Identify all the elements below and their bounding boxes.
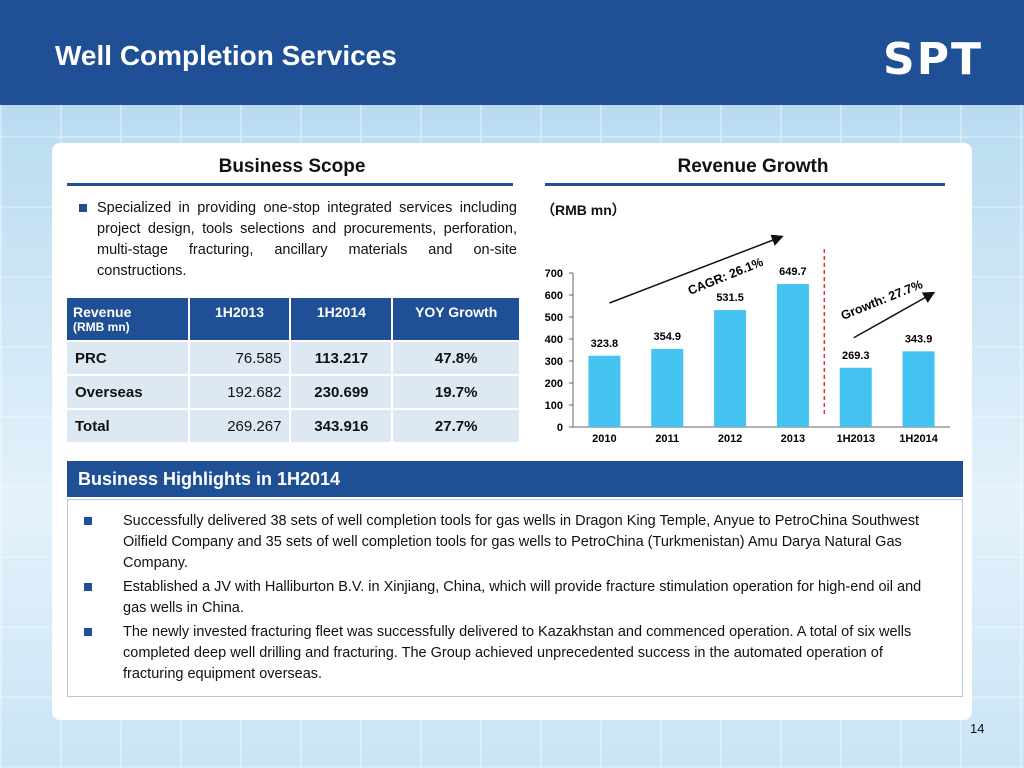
bar: [588, 355, 621, 427]
y-tick-label: 300: [545, 356, 563, 368]
cell-1h2014: 230.699: [291, 376, 394, 408]
cell-1h2013: 76.585: [189, 342, 292, 374]
cell-1h2014: 113.217: [291, 342, 394, 374]
highlight-item: Established a JV with Halliburton B.V. i…: [123, 579, 922, 616]
cell-yoy: 27.7%: [393, 410, 519, 442]
bar-value-label: 649.7: [779, 266, 807, 278]
x-tick-label: 2012: [718, 433, 742, 445]
business-scope-rule: [67, 183, 513, 186]
y-tick-label: 700: [545, 268, 563, 280]
table-row: Total 269.267 343.916 27.7%: [67, 410, 519, 442]
page-number: 14: [970, 721, 985, 736]
table-header-1h2013: 1H2013: [189, 298, 292, 340]
y-tick-label: 500: [545, 312, 563, 324]
revenue-growth-title: Revenue Growth: [677, 156, 829, 177]
highlights-box: [67, 499, 963, 697]
spt-logo: SPT: [883, 34, 983, 85]
bar-value-label: 343.9: [905, 333, 933, 345]
row-label: Overseas: [67, 376, 190, 408]
bar: [839, 367, 872, 427]
table-row: PRC 76.585 113.217 47.8%: [67, 342, 519, 374]
cell-yoy: 47.8%: [393, 342, 519, 374]
y-tick-label: 200: [545, 378, 563, 390]
cell-yoy: 19.7%: [393, 376, 519, 408]
table-row: Overseas 192.682 230.699 19.7%: [67, 376, 519, 408]
highlights-title: Business Highlights in 1H2014: [78, 469, 341, 489]
x-tick-label: 1H2014: [899, 433, 938, 445]
chart-unit-label: （RMB mn）: [541, 202, 626, 218]
y-tick-label: 600: [545, 290, 563, 302]
bar: [651, 348, 684, 427]
y-tick-label: 400: [545, 334, 563, 346]
growth-label: Growth: 27.7%: [839, 277, 925, 323]
cagr-arrow: [609, 235, 784, 304]
bar: [776, 284, 809, 427]
table-header-revenue: Revenue (RMB mn): [67, 298, 190, 340]
cell-1h2013: 192.682: [189, 376, 292, 408]
cell-1h2014: 343.916: [291, 410, 394, 442]
revenue-table: Revenue (RMB mn) 1H2013 1H2014 YOY Growt…: [67, 296, 519, 444]
y-tick-label: 100: [545, 400, 563, 412]
bar-value-label: 269.3: [842, 350, 870, 362]
bar-value-label: 354.9: [653, 331, 681, 343]
table-header-yoy: YOY Growth: [393, 298, 519, 340]
x-tick-label: 2011: [655, 433, 679, 445]
bullet-icon: [84, 517, 92, 525]
bullet-icon: [79, 204, 87, 212]
business-scope-title: Business Scope: [218, 156, 366, 177]
header-bar: Well Completion Services SPT: [0, 0, 1024, 105]
x-tick-label: 2013: [781, 433, 805, 445]
revenue-bar-chart: 0 100 200 300 400 500 600 700 323.8 2010 354.9 2011…: [545, 235, 950, 445]
x-tick-label: 2010: [592, 433, 616, 445]
highlight-item: Successfully delivered 38 sets of well c…: [123, 513, 920, 571]
bar: [714, 310, 747, 427]
highlights-bar: [67, 461, 963, 497]
growth-arrow: [853, 291, 936, 339]
page-title: Well Completion Services: [55, 40, 397, 71]
business-scope-text: Specialized in providing one-stop integr…: [79, 198, 517, 282]
revenue-growth-rule: [545, 183, 945, 186]
x-tick-label: 1H2013: [836, 433, 875, 445]
cell-1h2013: 269.267: [189, 410, 292, 442]
table-header-1h2014: 1H2014: [291, 298, 394, 340]
row-label: PRC: [67, 342, 190, 374]
bar: [902, 351, 935, 427]
highlight-item: The newly invested fracturing fleet was …: [123, 624, 912, 682]
bar-value-label: 531.5: [716, 292, 744, 304]
row-label: Total: [67, 410, 190, 442]
bar-value-label: 323.8: [591, 338, 619, 350]
y-tick-label: 0: [557, 422, 563, 434]
bullet-icon: [84, 583, 92, 591]
bullet-icon: [84, 628, 92, 636]
